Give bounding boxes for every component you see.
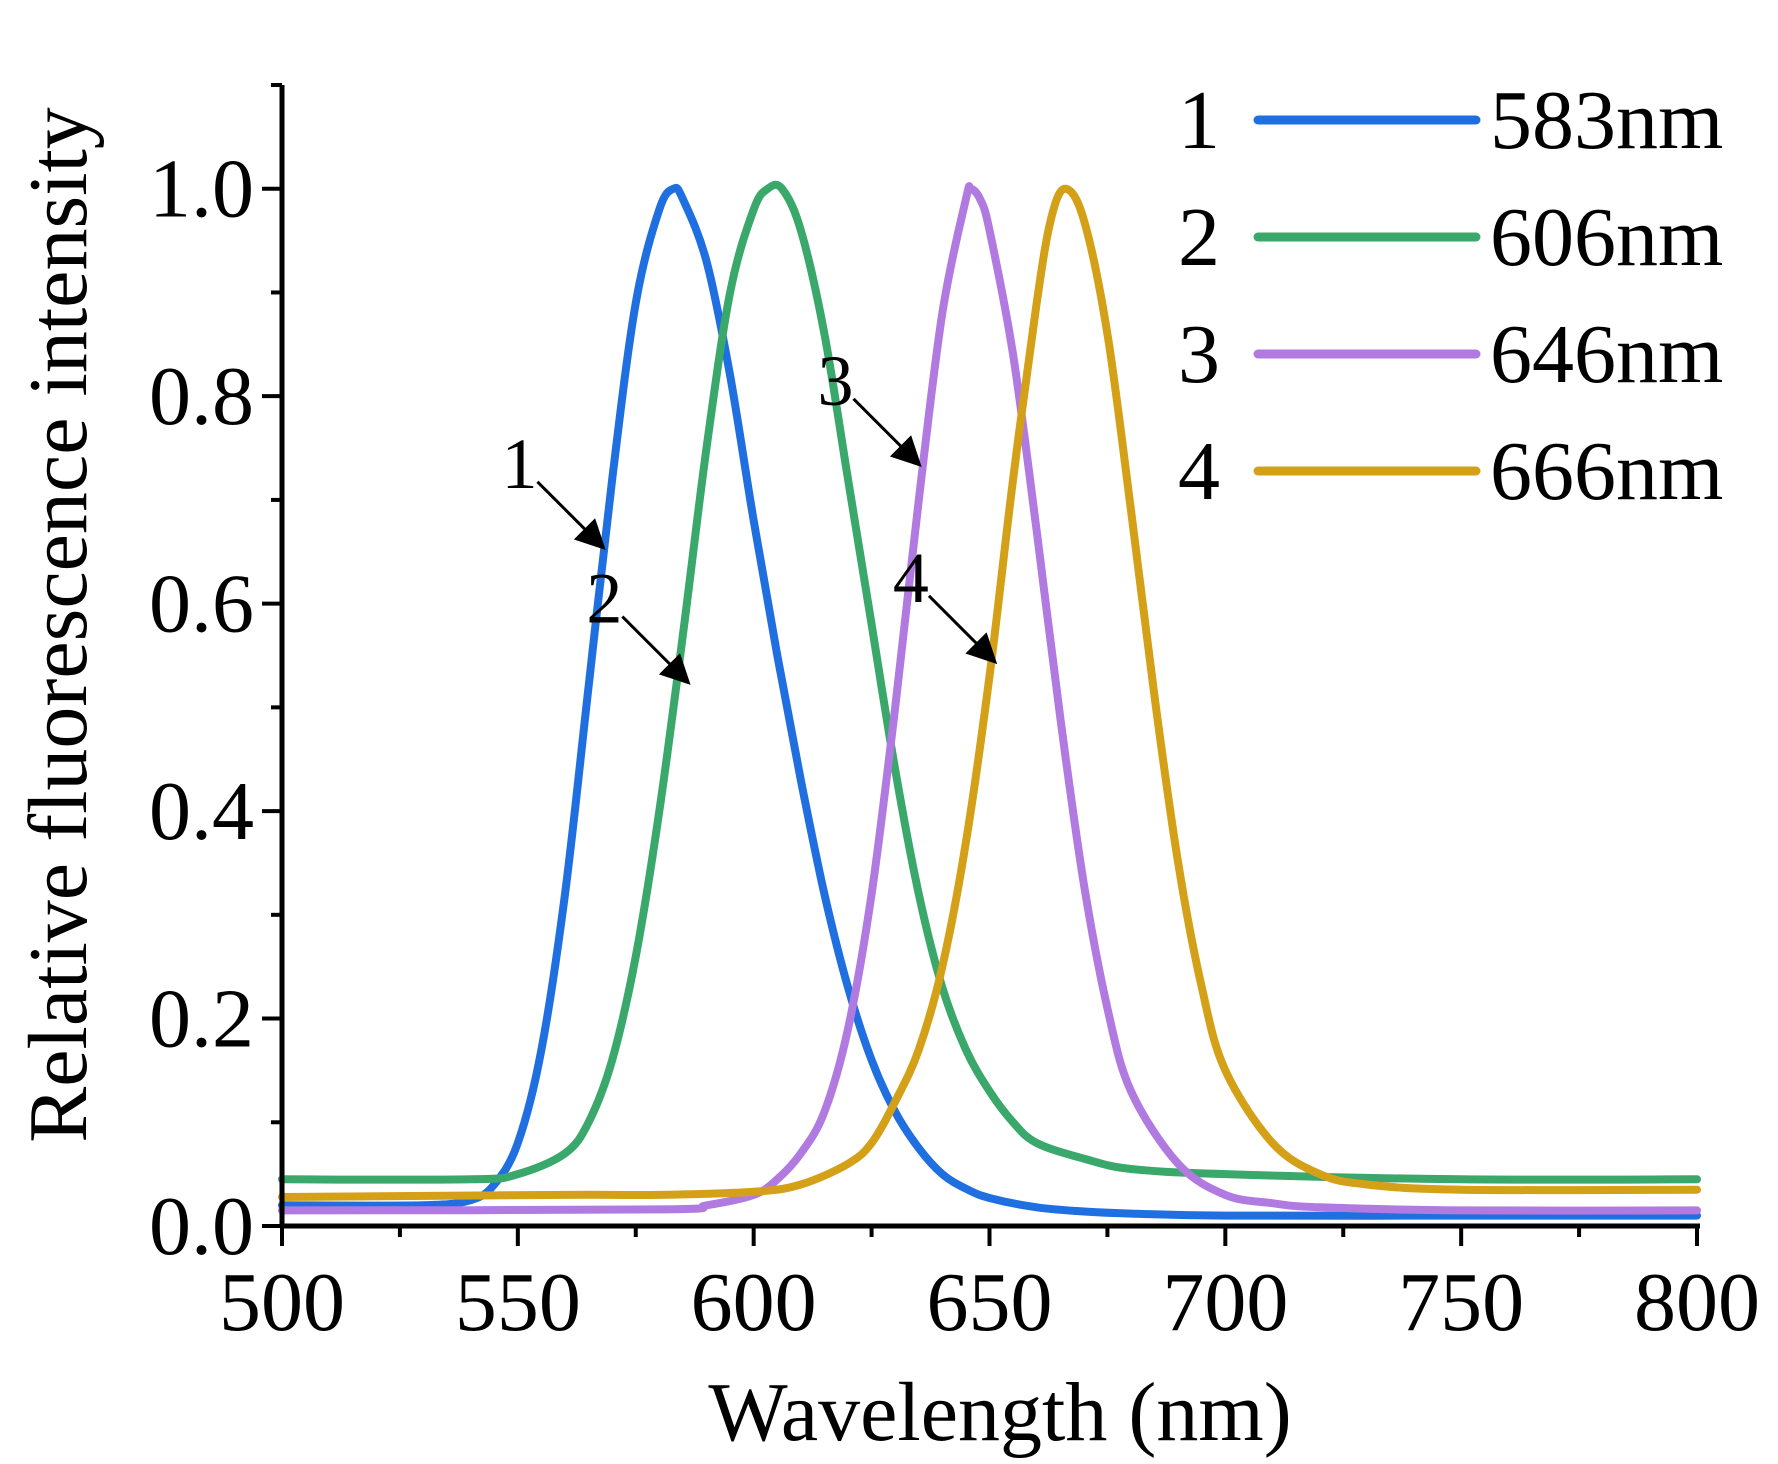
y-axis-ticks: 0.0 0.2 0.4 0.6 0.8 1.0 bbox=[149, 83, 282, 1273]
y-tick-label: 0.2 bbox=[149, 973, 254, 1066]
legend-number-3: 3 bbox=[1178, 308, 1220, 401]
x-axis-title: Wavelength (nm) bbox=[708, 1366, 1291, 1459]
x-tick-label: 650 bbox=[927, 1256, 1053, 1349]
legend-number-2: 2 bbox=[1178, 191, 1220, 284]
legend-number-4: 4 bbox=[1178, 425, 1220, 518]
legend-label-4: 666nm bbox=[1490, 425, 1723, 518]
y-tick-label: 0.0 bbox=[149, 1180, 254, 1273]
annotation-label-4: 4 bbox=[893, 538, 929, 618]
annotation-arrow-2 bbox=[621, 615, 691, 685]
legend-label-2: 606nm bbox=[1490, 191, 1723, 284]
x-tick-label: 500 bbox=[219, 1256, 345, 1349]
legend-label-3: 646nm bbox=[1490, 308, 1723, 401]
series-annotations: 12 3 4 bbox=[501, 341, 998, 685]
x-tick-label: 550 bbox=[455, 1256, 581, 1349]
series-line-1 bbox=[278, 183, 1701, 1220]
annotation-arrow-3 bbox=[852, 397, 922, 468]
x-tick-label: 600 bbox=[691, 1256, 817, 1349]
legend-number-1: 1 bbox=[1178, 74, 1220, 167]
x-tick-label: 750 bbox=[1398, 1256, 1524, 1349]
y-tick-label: 0.4 bbox=[149, 765, 254, 858]
legend-label-1: 583nm bbox=[1490, 74, 1723, 167]
y-tick-label: 1.0 bbox=[149, 143, 254, 236]
y-tick-label: 0.8 bbox=[149, 350, 254, 443]
x-tick-label: 700 bbox=[1162, 1256, 1288, 1349]
x-axis-ticks: 500 550 600 650 700 750 800 bbox=[219, 1226, 1760, 1349]
annotation-label-3: 3 bbox=[817, 341, 853, 421]
annotation-label-1: 1 bbox=[501, 424, 537, 504]
legend: 1 583nm 2 606nm 3 646nm 4 666nm bbox=[1178, 74, 1723, 518]
x-tick-label: 800 bbox=[1634, 1256, 1760, 1349]
y-axis-title: Relative fluorescence intensity bbox=[12, 107, 105, 1143]
plot-lines bbox=[278, 180, 1701, 1220]
series-line-3 bbox=[278, 182, 1701, 1215]
y-tick-label: 0.6 bbox=[149, 558, 254, 651]
annotation-arrow-4 bbox=[927, 594, 998, 665]
annotation-label-2: 2 bbox=[586, 559, 622, 639]
annotation-arrow-1 bbox=[536, 480, 606, 551]
series-line-2 bbox=[278, 180, 1701, 1184]
series-line-4 bbox=[278, 184, 1701, 1201]
